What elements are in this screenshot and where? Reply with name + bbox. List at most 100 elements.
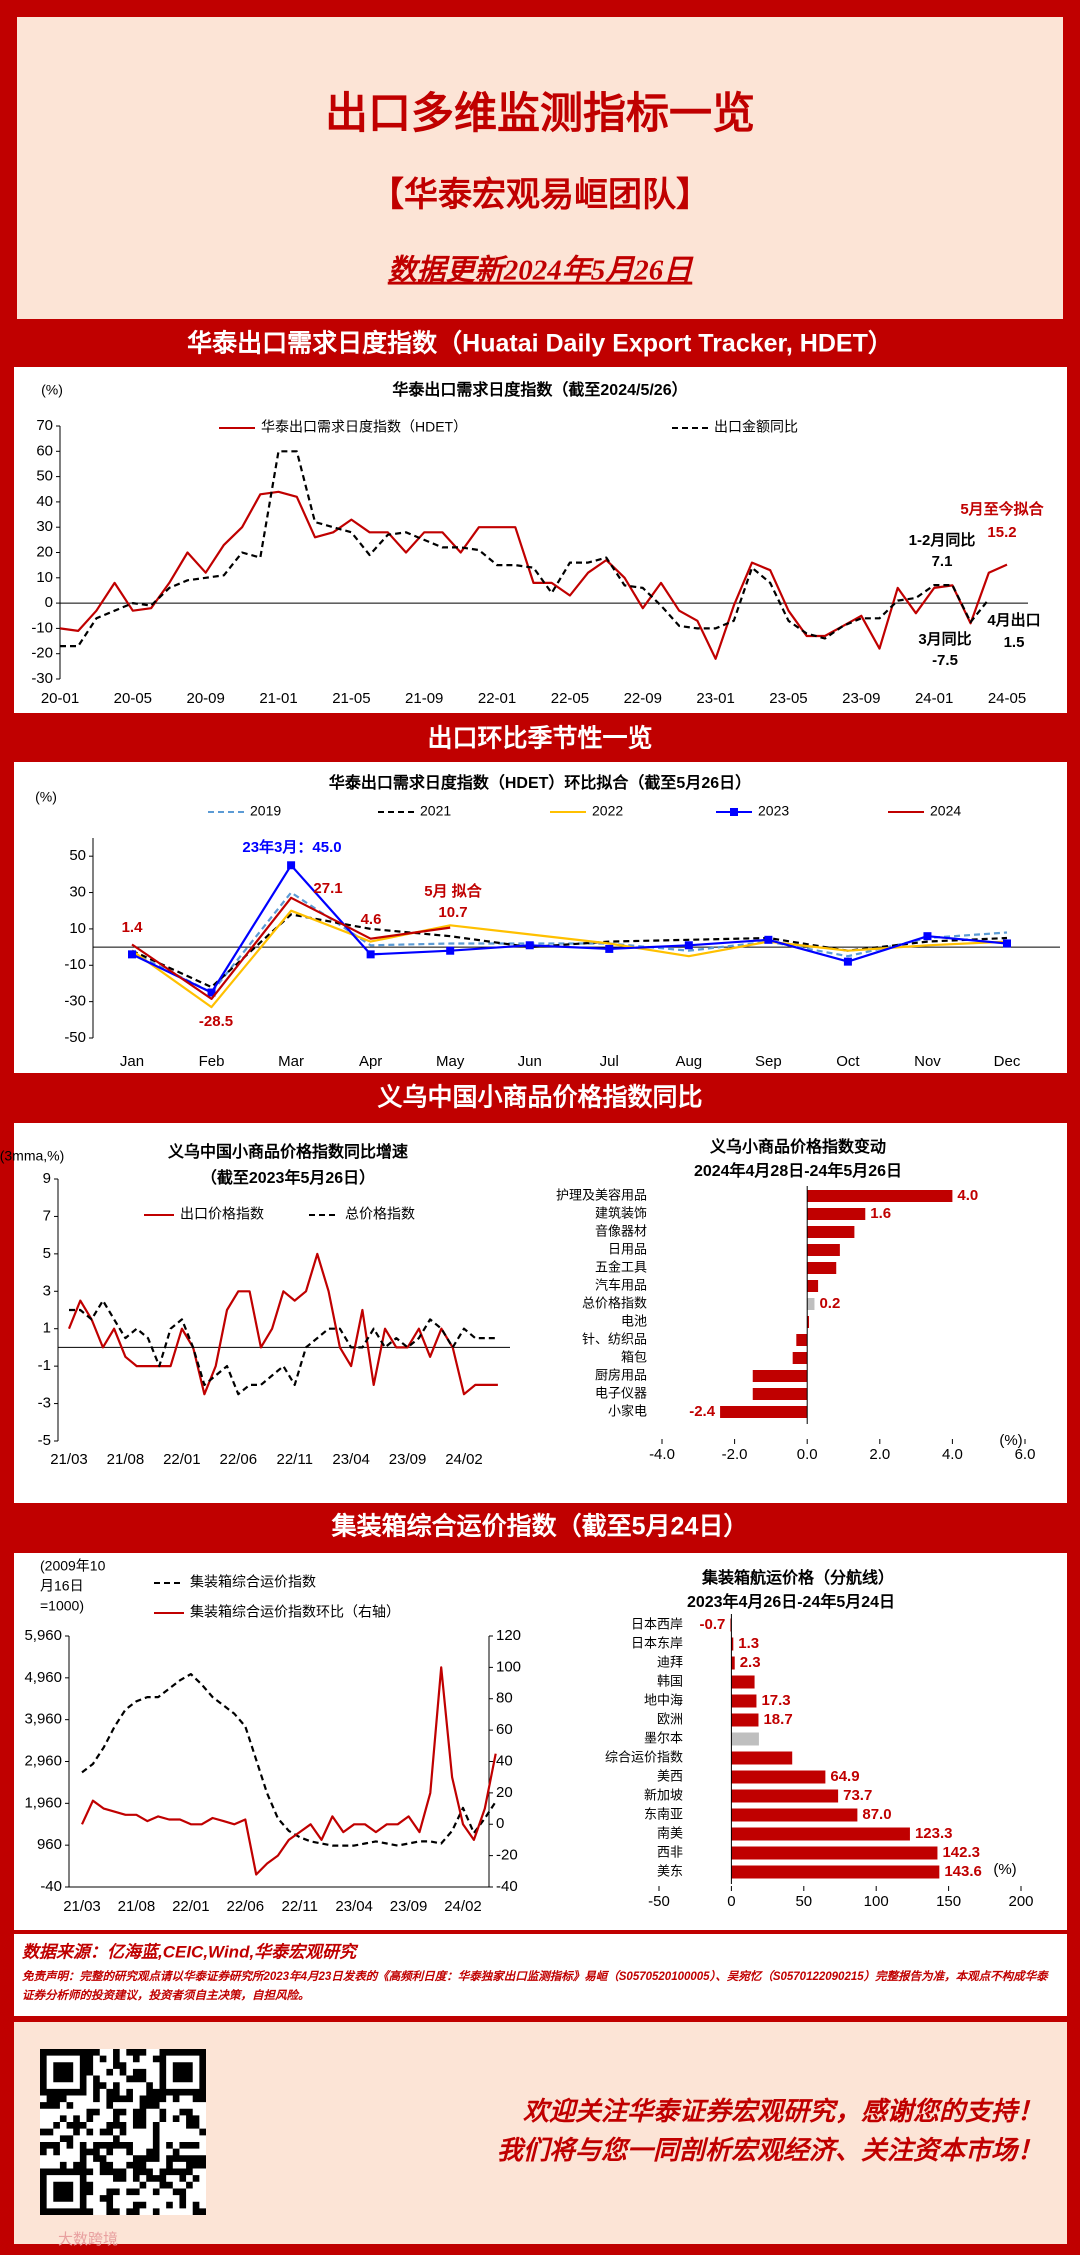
bar — [752, 1370, 808, 1382]
series-line — [131, 909, 1008, 1009]
category-label: 新加坡 — [644, 1787, 683, 1802]
point-marker — [923, 932, 932, 941]
chart-title: 集装箱航运价格（分航线） — [701, 1568, 894, 1587]
y2-tick-label: 40 — [496, 1752, 513, 1769]
bar — [752, 1388, 808, 1400]
y-tick-label: 5,960 — [24, 1627, 62, 1644]
y2-tick-label: 0 — [496, 1815, 504, 1832]
x-tick-label: -4.0 — [649, 1446, 675, 1463]
x-tick-label: 23/09 — [389, 1451, 427, 1468]
bar — [731, 1694, 757, 1708]
page-title: 出口多维监测指标一览 — [325, 90, 755, 138]
source: 数据来源：亿海蓝,CEIC,Wind,华泰宏观研究 — [22, 1942, 359, 1961]
value-label: 17.3 — [761, 1692, 790, 1709]
axis-unit: =1000) — [40, 1598, 84, 1614]
chart-subtitle: （截至2023年5月26日） — [201, 1168, 375, 1187]
point-marker — [843, 957, 852, 966]
legend-label: 2019 — [250, 803, 281, 819]
x-tick-label: 4.0 — [942, 1446, 963, 1463]
annotation: 4月出口 — [987, 611, 1040, 629]
bar — [807, 1226, 855, 1238]
bar — [731, 1675, 755, 1689]
team: 【华泰宏观易峘团队】 — [370, 175, 710, 214]
bar — [731, 1789, 839, 1803]
bar — [807, 1316, 810, 1328]
x-tick-label: 21-05 — [332, 690, 370, 707]
category-label: 日用品 — [608, 1241, 647, 1256]
annotation: 15.2 — [987, 524, 1016, 541]
category-label: 建筑装饰 — [595, 1205, 647, 1220]
annotation: 1-2月同比 — [909, 531, 976, 549]
x-tick-label: 22/01 — [172, 1898, 210, 1915]
y-tick-label: 10 — [36, 569, 53, 586]
bar — [731, 1827, 910, 1841]
footer-line: 我们将与您一同剖析宏观经济、关注资本市场！ — [497, 2136, 1043, 2165]
bar — [792, 1352, 808, 1364]
y2-tick-label: -20 — [496, 1847, 518, 1864]
series-line — [131, 891, 1008, 994]
x-tick-label: Feb — [199, 1053, 225, 1070]
disclaimer: 免责声明：完整的研究观点请以华泰证券研究所2023年4月23日发表的《高频利日度… — [22, 1971, 1048, 2002]
point-marker — [684, 941, 693, 950]
annotation: 4.6 — [361, 911, 382, 928]
value-label: 123.3 — [915, 1825, 953, 1842]
bar — [731, 1770, 826, 1784]
x-tick-label: 22/11 — [281, 1898, 317, 1915]
category-label: 东南亚 — [644, 1806, 683, 1821]
annotation: -28.5 — [199, 1013, 233, 1030]
section-title: 集装箱综合运价指数（截至5月24日） — [331, 1512, 749, 1541]
x-tick-label: May — [436, 1053, 465, 1070]
category-label: 综合运价指数 — [605, 1749, 683, 1764]
y2-tick-label: 100 — [496, 1658, 521, 1675]
axis-unit: (%) — [993, 1861, 1016, 1878]
point-marker — [366, 950, 375, 959]
value-label: -0.7 — [700, 1616, 726, 1633]
qr-code — [40, 2049, 206, 2215]
category-label: 墨尔本 — [644, 1730, 683, 1745]
x-tick-label: 23/09 — [390, 1898, 428, 1915]
chart-subtitle: 2023年4月26日-24年5月24日 — [687, 1592, 895, 1611]
annotation: 10.7 — [438, 904, 467, 921]
y-tick-label: -20 — [31, 645, 53, 662]
series-line — [69, 1299, 498, 1396]
section-title: 义乌中国小商品价格指数同比 — [377, 1083, 702, 1112]
x-tick-label: 24/02 — [445, 1451, 483, 1468]
bar — [807, 1190, 953, 1202]
axis-unit: (2009年10 — [40, 1558, 106, 1574]
x-tick-label: Oct — [836, 1053, 860, 1070]
y-tick-label: -3 — [38, 1395, 51, 1412]
footer-line: 欢迎关注华泰证券宏观研究，感谢您的支持！ — [523, 2097, 1043, 2126]
y-tick-label: -5 — [38, 1432, 51, 1449]
x-tick-label: 100 — [864, 1893, 889, 1910]
value-label: 18.7 — [763, 1711, 792, 1728]
x-tick-label: 21/03 — [50, 1451, 88, 1468]
update-date: 数据更新2024年5月26日 — [388, 254, 695, 287]
y-tick-label: 3 — [43, 1282, 51, 1299]
legend-label: 出口价格指数 — [180, 1206, 264, 1222]
series-line — [131, 896, 451, 1000]
bar — [731, 1656, 735, 1670]
axis-unit: (%) — [35, 789, 57, 805]
chart-title: 义乌小商品价格指数变动 — [710, 1137, 886, 1156]
category-label: 地中海 — [644, 1692, 683, 1707]
x-tick-label: 21/08 — [107, 1451, 145, 1468]
value-label: 2.3 — [740, 1654, 761, 1671]
bar — [720, 1406, 808, 1418]
y-tick-label: 4,960 — [24, 1669, 62, 1686]
y-tick-label: 1 — [43, 1320, 51, 1337]
x-tick-label: 22/01 — [163, 1451, 201, 1468]
y-tick-label: -1 — [38, 1357, 51, 1374]
bar — [731, 1846, 938, 1860]
x-tick-label: 20-05 — [114, 690, 152, 707]
panel — [14, 367, 1067, 713]
y-tick-label: 5 — [43, 1245, 51, 1262]
series-line — [60, 450, 990, 648]
point-marker — [525, 941, 534, 950]
x-tick-label: 21-01 — [259, 690, 297, 707]
bar — [730, 1618, 732, 1632]
category-label: 总价格指数 — [582, 1295, 647, 1310]
category-label: 迪拜 — [657, 1654, 683, 1669]
x-tick-label: 6.0 — [1015, 1446, 1036, 1463]
x-tick-label: -50 — [648, 1893, 670, 1910]
series-line — [67, 1252, 498, 1396]
